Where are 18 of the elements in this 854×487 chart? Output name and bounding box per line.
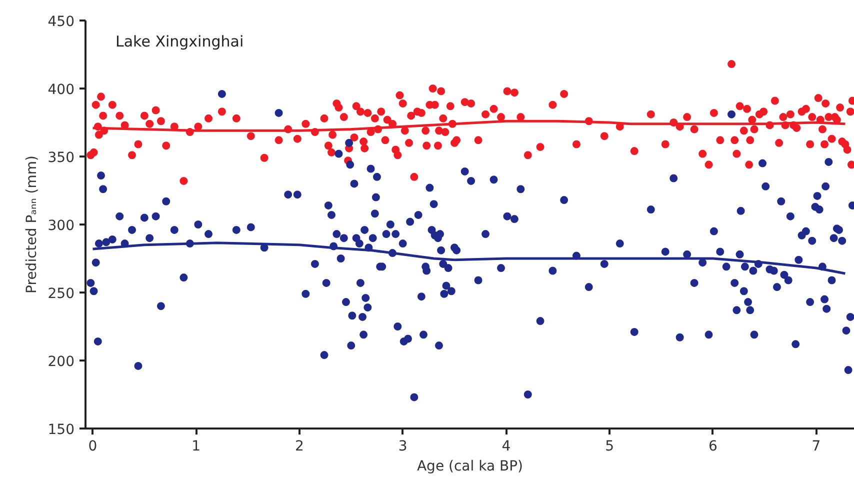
y-tick-label: 200: [48, 354, 75, 370]
y-tick-label: 300: [48, 218, 75, 234]
x-axis-title: Age (cal ka BP): [417, 458, 524, 474]
annotation: Lake Xingxinghai: [116, 32, 244, 50]
x-tick-label: 0: [88, 438, 98, 454]
x-tick-label: 4: [502, 438, 511, 454]
x-tick-label: 2: [295, 438, 304, 454]
x-tick-label: 1: [192, 438, 201, 454]
y-tick-label: 150: [48, 422, 75, 438]
x-tick-label: 6: [708, 438, 718, 454]
x-tick-label: 3: [398, 438, 408, 454]
y-axis-title: Predicted Pₐₙₙ (mm): [24, 156, 40, 294]
x-tick-label: 7: [812, 438, 821, 454]
y-tick-label: 400: [48, 82, 75, 98]
y-tick-label: 350: [48, 150, 75, 166]
y-tick-label: 250: [48, 286, 75, 302]
x-tick-label: 5: [605, 438, 614, 454]
y-tick-label: 450: [48, 14, 75, 30]
